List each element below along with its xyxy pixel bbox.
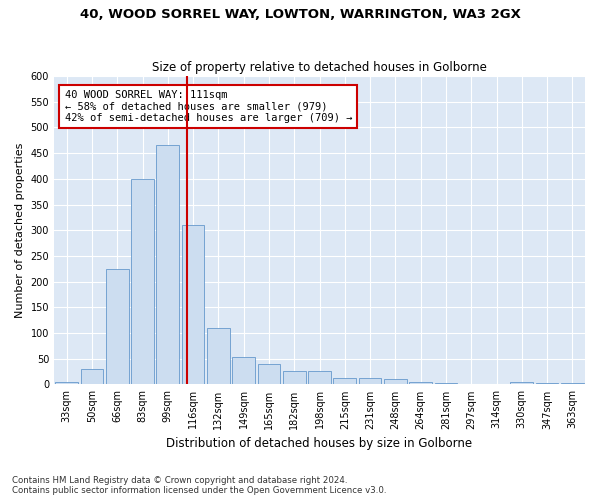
Bar	[207, 328, 230, 384]
Bar	[182, 225, 205, 384]
Bar	[80, 369, 103, 384]
Bar	[55, 382, 78, 384]
Bar	[131, 179, 154, 384]
Bar	[283, 371, 305, 384]
Bar	[334, 378, 356, 384]
Text: Contains HM Land Registry data © Crown copyright and database right 2024.
Contai: Contains HM Land Registry data © Crown c…	[12, 476, 386, 495]
Bar	[511, 382, 533, 384]
Y-axis label: Number of detached properties: Number of detached properties	[15, 142, 25, 318]
Bar	[359, 378, 382, 384]
Title: Size of property relative to detached houses in Golborne: Size of property relative to detached ho…	[152, 60, 487, 74]
Bar	[384, 380, 407, 384]
Bar	[257, 364, 280, 384]
Text: 40 WOOD SORREL WAY: 111sqm
← 58% of detached houses are smaller (979)
42% of sem: 40 WOOD SORREL WAY: 111sqm ← 58% of deta…	[65, 90, 352, 123]
Bar	[157, 146, 179, 384]
Bar	[232, 357, 255, 384]
Bar	[409, 382, 432, 384]
X-axis label: Distribution of detached houses by size in Golborne: Distribution of detached houses by size …	[166, 437, 473, 450]
Bar	[106, 269, 128, 384]
Text: 40, WOOD SORREL WAY, LOWTON, WARRINGTON, WA3 2GX: 40, WOOD SORREL WAY, LOWTON, WARRINGTON,…	[80, 8, 520, 20]
Bar	[308, 371, 331, 384]
